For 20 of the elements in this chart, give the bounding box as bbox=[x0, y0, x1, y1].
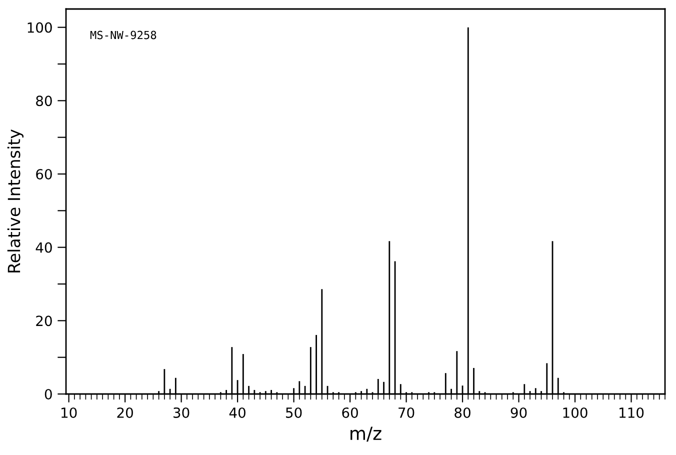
y-tick-label: 0 bbox=[44, 388, 52, 400]
x-tick-label: 110 bbox=[620, 407, 644, 418]
x-tick-label: 100 bbox=[563, 407, 588, 418]
x-tick-label: 40 bbox=[229, 407, 246, 418]
x-tick-label: 20 bbox=[117, 407, 133, 418]
x-axis-title: m/z bbox=[350, 426, 382, 442]
y-tick-label: 80 bbox=[36, 96, 52, 106]
x-tick-label: 30 bbox=[174, 407, 190, 418]
y-tick-label: 60 bbox=[36, 168, 52, 180]
x-tick-label: 80 bbox=[454, 407, 470, 418]
y-tick-label: 20 bbox=[36, 316, 52, 326]
x-tick-label: 70 bbox=[398, 407, 414, 418]
x-tick-label: 60 bbox=[342, 407, 358, 418]
x-tick-label: 90 bbox=[510, 407, 527, 418]
y-axis-title: Relative Intensity bbox=[7, 129, 24, 272]
y-tick-label: 100 bbox=[28, 22, 52, 33]
y-tick-label: 40 bbox=[36, 242, 52, 253]
annotation: MS-NW-9258 bbox=[90, 30, 156, 40]
x-tick-label: 50 bbox=[286, 407, 302, 418]
x-tick-label: 10 bbox=[62, 407, 77, 418]
